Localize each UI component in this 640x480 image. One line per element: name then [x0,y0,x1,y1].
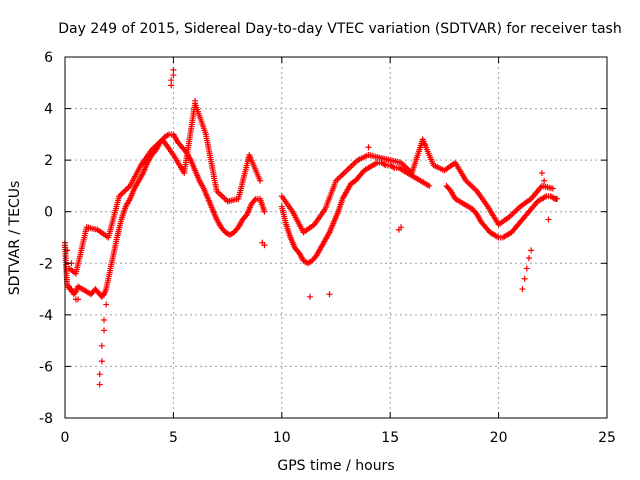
data-point [545,216,552,223]
y-tick-label: 2 [44,153,53,169]
y-tick-label: 0 [44,205,53,221]
data-point [168,77,175,84]
data-point [103,301,110,308]
data-point [101,327,108,334]
data-point [98,358,105,365]
data-point [519,286,526,293]
data-point [99,292,106,299]
data-point [421,141,428,148]
data-point [538,170,545,177]
data-point [426,182,433,189]
axis-ticks: 0 5 10 15 20 25 -8 -6 -4 -2 0 2 4 6 [39,50,616,446]
data-point [306,293,313,300]
data-point [525,255,532,262]
y-tick-label: -6 [39,359,53,375]
data-point [96,371,103,378]
x-tick-label: 20 [490,430,508,446]
data-point [251,197,258,204]
data-point [243,212,250,219]
data-point [257,177,264,184]
y-tick-label: 4 [44,102,53,118]
grid-lines [65,57,607,418]
data-point [521,275,528,282]
x-tick-label: 5 [169,430,178,446]
data-point [170,66,177,73]
y-tick-label: 6 [44,50,53,66]
data-point [261,208,268,215]
y-tick-label: -2 [39,256,53,272]
data-point [365,144,372,151]
data-point [101,317,108,324]
data-point [96,381,103,388]
x-axis-label: GPS time / hours [277,458,394,474]
data-point [419,136,426,143]
plot-frame [64,56,608,419]
data-point [541,177,548,184]
data-point [168,82,175,89]
x-tick-label: 10 [273,430,291,446]
data-point [261,242,268,249]
data-point [246,154,253,161]
data-point [326,291,333,298]
data-point [98,342,105,349]
chart-title: Day 249 of 2015, Sidereal Day-to-day VTE… [58,21,621,37]
x-tick-label: 0 [61,430,70,446]
data-point [75,296,82,303]
data-point [398,224,405,231]
data-points [62,66,561,388]
y-tick-label: -8 [39,411,53,427]
y-axis-label: SDTVAR / TECUs [7,181,23,296]
data-point [528,247,535,254]
data-point [523,265,530,272]
y-tick-label: -4 [39,308,53,324]
data-point [170,72,177,79]
data-point [549,185,556,192]
data-point [71,289,78,296]
x-tick-label: 25 [598,430,616,446]
data-point [554,195,561,202]
data-point [192,97,199,104]
x-tick-label: 15 [381,430,399,446]
